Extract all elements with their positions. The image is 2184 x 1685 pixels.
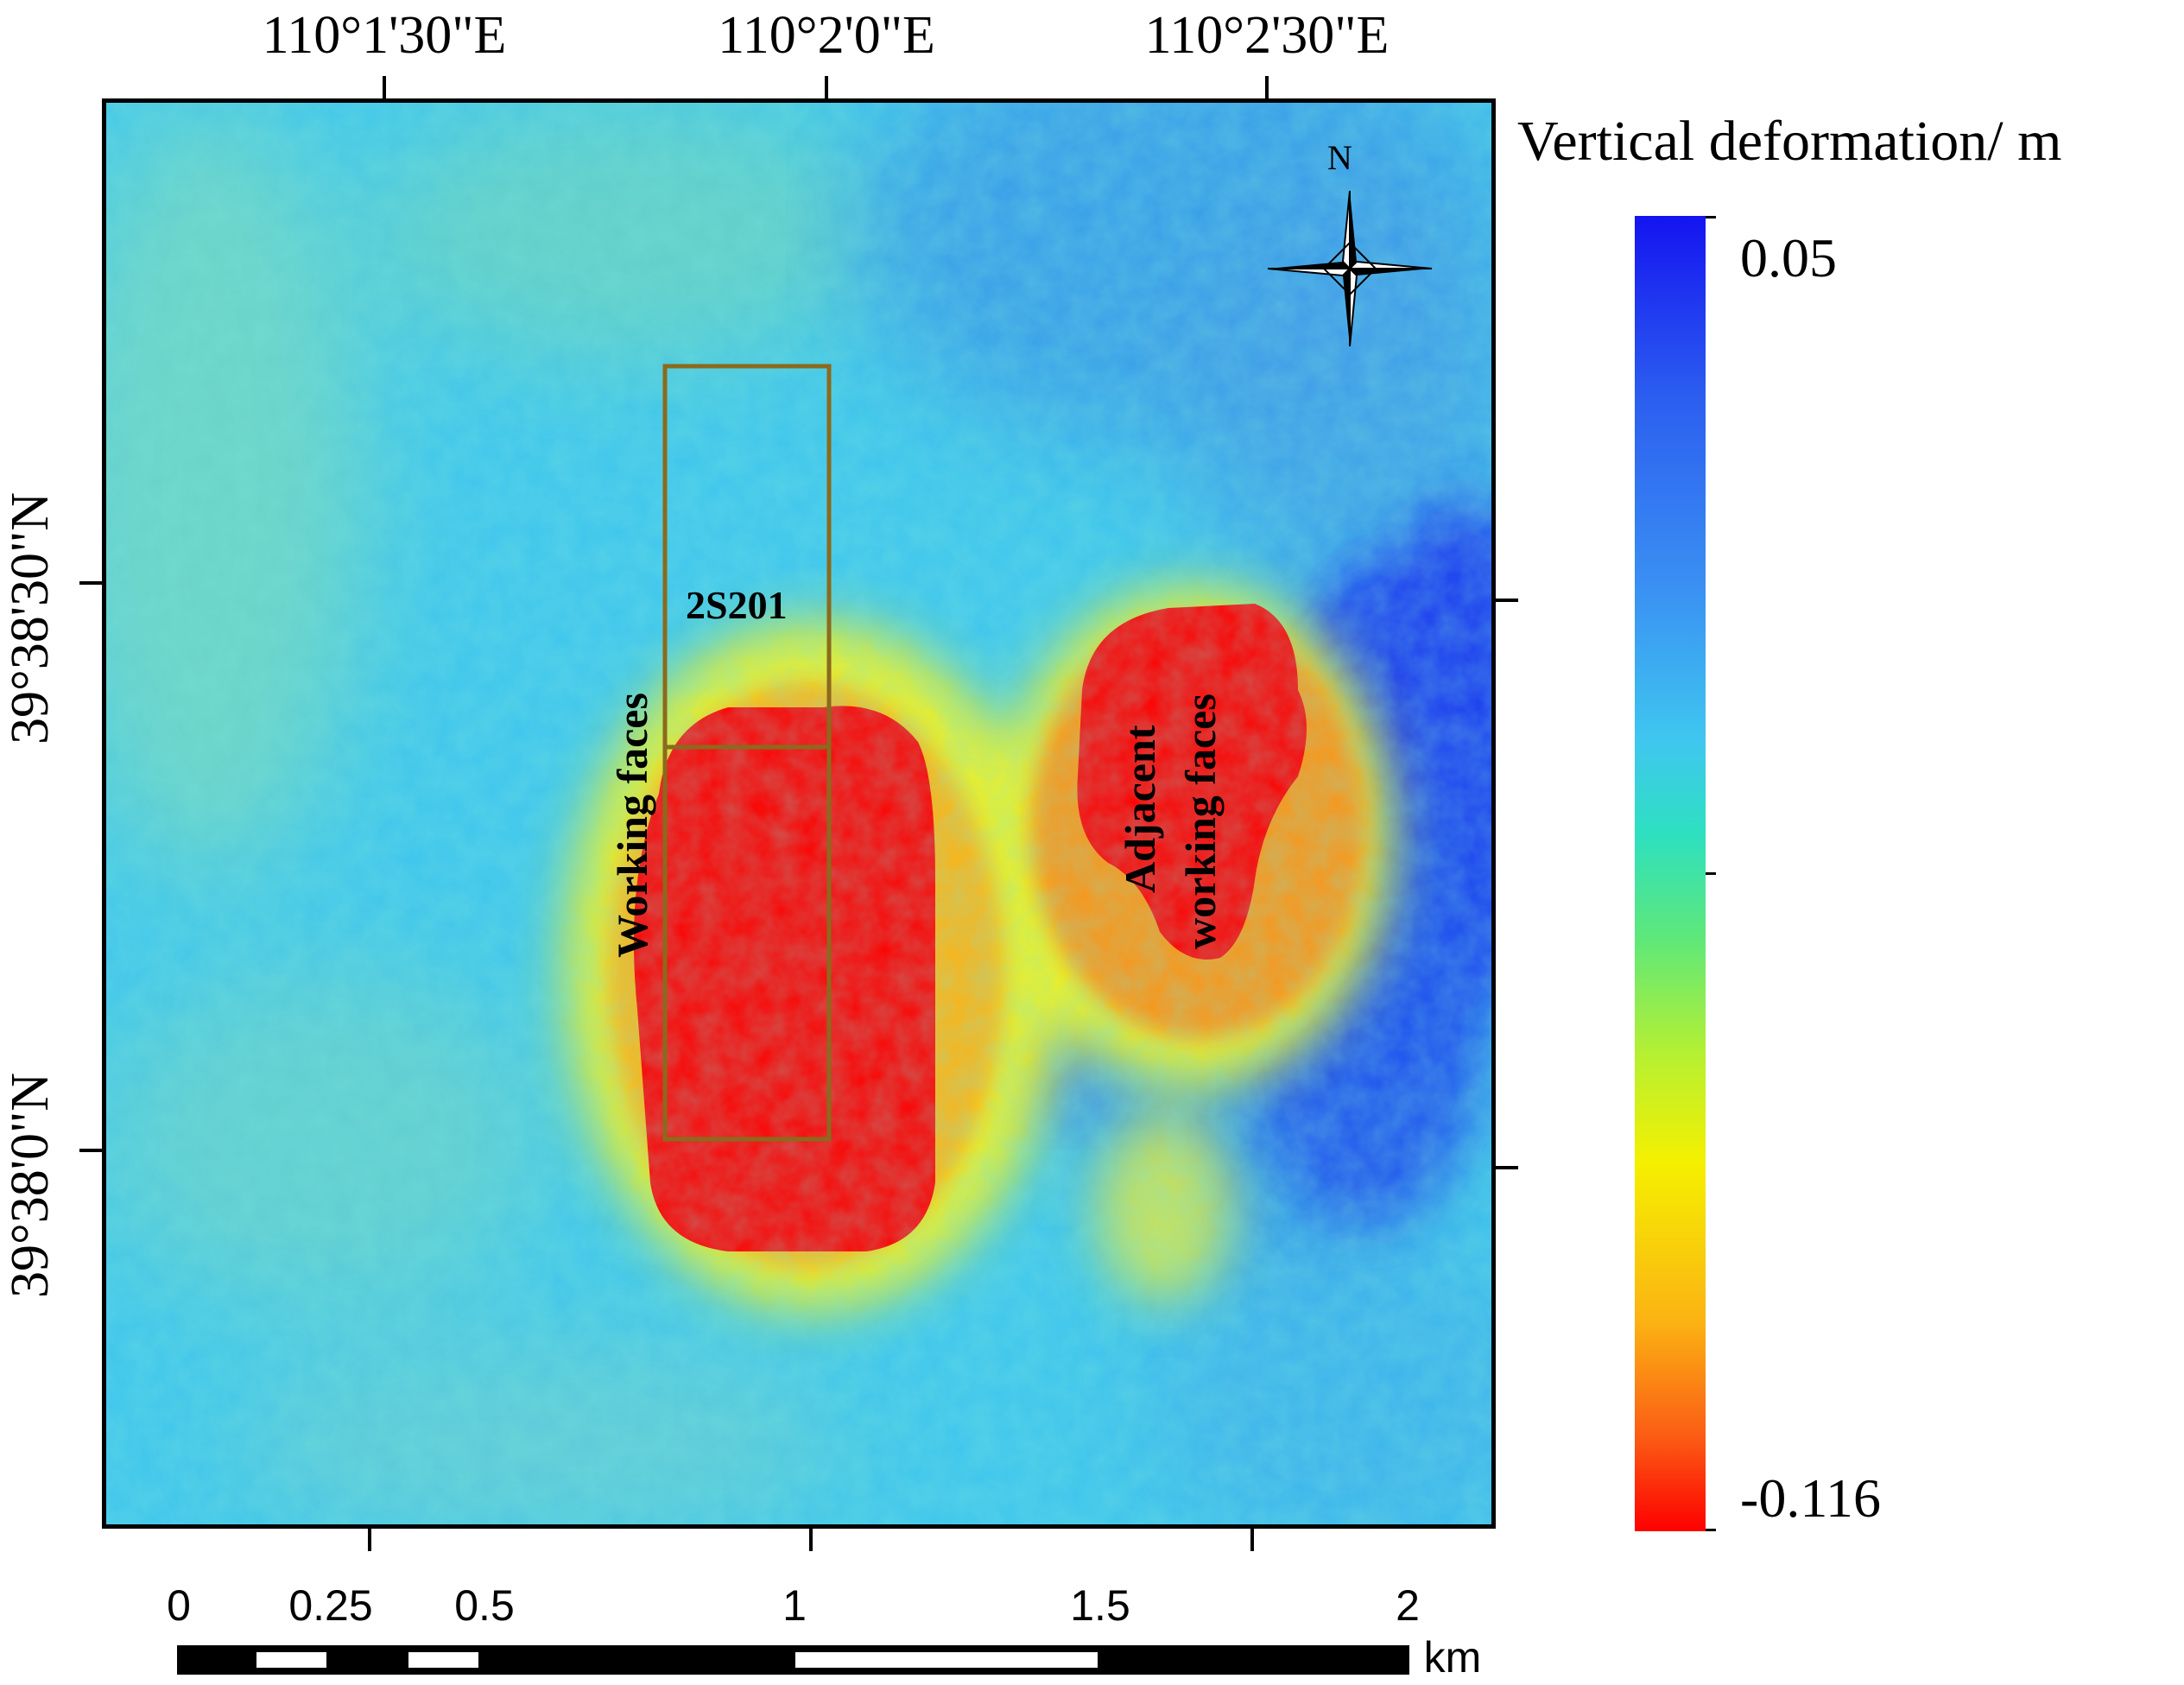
top-tick [825,76,828,100]
north-label: N [1327,138,1352,177]
longitude-label-2: 110°2'0"E [718,6,935,65]
scale-label-15: 1.5 [1070,1581,1130,1630]
adjacent-label-line2: working faces [1176,694,1225,949]
longitude-label-3: 110°2'30"E [1144,6,1390,65]
deformation-map[interactable]: N 2S201 Working faces Adjacent working f… [102,98,1496,1529]
scale-label-1: 1 [782,1581,807,1630]
right-tick [1494,599,1518,602]
bottom-tick [1250,1527,1254,1551]
colorbar-min-label: -0.116 [1740,1467,1881,1529]
bottom-tick [809,1527,813,1551]
left-tick [79,581,104,585]
top-tick [383,76,386,100]
colorbar [1635,216,1706,1531]
scale-unit: km [1423,1633,1482,1682]
colorbar-tick [1706,216,1716,219]
latitude-label-2: 39°38'0"N [1,1072,60,1298]
panel-outline [662,364,832,1142]
longitude-label-1: 110°1'30"E [262,6,507,65]
left-tick [79,1149,104,1152]
right-tick [1494,1166,1518,1169]
deformation-field [106,103,1491,1524]
latitude-label-1: 39°38'30"N [1,491,60,744]
scale-label-2: 2 [1396,1581,1420,1630]
working-faces-label: Working faces [608,693,656,958]
bottom-tick [368,1527,371,1551]
scale-label-025: 0.25 [288,1581,373,1630]
colorbar-tick [1706,872,1716,875]
adjacent-label-line1: Adjacent [1116,725,1164,893]
scale-label-0: 0 [167,1581,191,1630]
top-tick [1265,76,1269,100]
scale-label-05: 0.5 [454,1581,515,1630]
colorbar-max-label: 0.05 [1740,227,1837,288]
panel-id-label: 2S201 [686,583,788,627]
colorbar-tick [1706,1529,1716,1531]
scale-bar [177,1645,1409,1675]
north-arrow-icon [1267,190,1433,347]
legend-title: Vertical deformation/ m [1517,110,2062,173]
